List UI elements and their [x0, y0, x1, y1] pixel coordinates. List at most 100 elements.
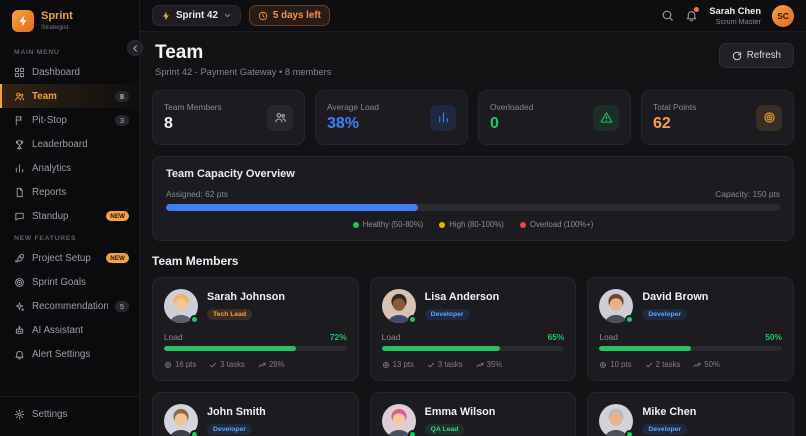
standup-new-badge: NEW	[106, 211, 129, 221]
member-card-emma-wilson[interactable]: Emma Wilson QA Lead Load 40%	[369, 392, 577, 436]
capacity-title: Team Capacity Overview	[166, 168, 295, 180]
sidebar-section-main: MAIN MENU	[14, 49, 60, 56]
refresh-button[interactable]: Refresh	[718, 43, 794, 68]
clock-icon	[258, 11, 268, 20]
days-left-label: 5 days left	[272, 10, 321, 21]
member-points: 10 pts	[599, 360, 632, 369]
pit-stop-count-badge: 3	[114, 114, 129, 126]
bell-icon	[687, 11, 697, 22]
member-card-lisa-anderson[interactable]: Lisa Anderson Developer Load 65% 13 pts	[369, 277, 577, 381]
rocket-icon	[15, 253, 24, 262]
topbar: Sprint 42 5 days left Sarah Chen Scrum M…	[140, 0, 806, 32]
document-icon	[16, 187, 23, 197]
sidebar-item-label: Reports	[32, 186, 67, 198]
refresh-icon	[732, 51, 741, 60]
sidebar-item-label: Project Setup	[32, 252, 91, 264]
user-info: Sarah Chen Scrum Master	[709, 6, 761, 26]
sidebar-item-alert-settings[interactable]: Alert Settings	[0, 342, 139, 366]
bolt-logo-icon	[12, 10, 34, 32]
sidebar-item-dashboard[interactable]: Dashboard	[0, 60, 139, 84]
back-button[interactable]	[127, 40, 143, 56]
sidebar-item-pit-stop[interactable]: Pit-Stop 3	[0, 108, 139, 132]
check-icon	[427, 362, 435, 367]
legend-overload: Overload (100%+)	[519, 220, 594, 229]
member-name: Sarah Johnson	[207, 291, 285, 303]
member-tasks: 3 tasks	[427, 360, 463, 369]
bell-icon	[15, 350, 24, 359]
user-name: Sarah Chen	[709, 5, 761, 16]
page-title: Team	[155, 42, 204, 63]
legend-label: Overload (100%+)	[529, 220, 594, 229]
stat-label: Overloaded	[490, 102, 534, 112]
notifications-button[interactable]	[685, 7, 700, 22]
brand-subtitle: Strategist	[41, 24, 69, 31]
sidebar-item-reports[interactable]: Reports	[0, 180, 139, 204]
page-header: Team Sprint 42 - Payment Gateway • 8 mem…	[152, 43, 331, 77]
sidebar-item-label: Recommendations	[32, 300, 108, 312]
users-icon	[267, 104, 293, 131]
member-card-sarah-johnson[interactable]: Sarah Johnson Tech Lead Load 72% 16 pts	[152, 277, 359, 381]
bar-chart-icon	[430, 104, 456, 131]
trend-up-icon	[258, 362, 266, 367]
target-icon	[15, 277, 24, 287]
member-name: Mike Chen	[642, 406, 697, 418]
member-name: John Smith	[207, 406, 266, 418]
sprint-selector[interactable]: Sprint 42	[152, 5, 241, 26]
overload-dot	[519, 221, 526, 228]
sidebar-item-standup[interactable]: Standup NEW	[0, 204, 139, 228]
sidebar-item-label: AI Assistant	[32, 324, 84, 336]
member-name: David Brown	[642, 291, 709, 303]
brand-logo[interactable]: Sprint Strategist	[0, 8, 139, 42]
gear-icon	[14, 409, 25, 419]
members-grid: Sarah Johnson Tech Lead Load 72% 16 pts	[152, 277, 794, 436]
online-status-dot	[190, 430, 199, 436]
load-progressbar	[381, 346, 565, 351]
member-card-mike-chen[interactable]: Mike Chen Developer Load 35%	[587, 392, 794, 436]
member-card-john-smith[interactable]: John Smith Developer Load 40%	[152, 392, 359, 436]
healthy-dot	[352, 221, 359, 228]
chevron-down-icon	[224, 13, 231, 18]
stat-label: Team Members	[164, 102, 222, 112]
sprint-selector-label: Sprint 42	[176, 10, 218, 21]
notification-dot	[694, 7, 700, 12]
member-trend: 35%	[476, 360, 502, 369]
load-percent: 50%	[765, 332, 782, 342]
member-card-david-brown[interactable]: David Brown Developer Load 50% 10 pts	[587, 277, 794, 381]
search-button[interactable]	[661, 9, 674, 22]
load-percent: 65%	[547, 332, 565, 342]
member-role-badge: Developer	[642, 309, 688, 320]
sidebar-item-sprint-goals[interactable]: Sprint Goals	[0, 270, 139, 294]
sidebar-item-label: Standup	[32, 210, 69, 222]
recommendations-count-badge: 5	[114, 300, 129, 312]
sidebar-item-ai-assistant[interactable]: AI Assistant	[0, 318, 139, 342]
member-tasks: 3 tasks	[209, 360, 245, 369]
stat-value: 38%	[327, 115, 360, 132]
sidebar-item-label: Team	[32, 90, 57, 102]
capacity-progressbar	[166, 204, 780, 211]
check-icon	[645, 362, 652, 367]
user-avatar[interactable]: SC	[772, 4, 794, 27]
sparkle-icon	[15, 301, 25, 311]
sidebar-item-analytics[interactable]: Analytics	[0, 156, 139, 180]
capacity-card: Team Capacity Overview Assigned: 62 pts …	[152, 156, 794, 241]
online-status-dot	[625, 430, 635, 436]
member-points: 13 pts	[382, 360, 414, 369]
sidebar-item-label: Dashboard	[32, 66, 80, 78]
sidebar-item-settings[interactable]: Settings	[0, 402, 139, 426]
member-role-badge: Developer	[424, 309, 470, 320]
stat-value: 8	[164, 115, 173, 132]
load-progressbar	[164, 346, 347, 351]
sidebar-item-project-setup[interactable]: Project Setup NEW	[0, 246, 139, 270]
stat-label: Average Load	[327, 102, 379, 112]
grid-icon	[14, 67, 25, 77]
sidebar-item-leaderboard[interactable]: Leaderboard	[0, 132, 139, 156]
avatar	[164, 289, 199, 324]
sidebar-item-team[interactable]: Team 8	[0, 84, 139, 108]
user-role: Scrum Master	[715, 16, 761, 26]
team-members-heading: Team Members	[152, 254, 239, 268]
main-content: Team Sprint 42 - Payment Gateway • 8 mem…	[140, 32, 806, 436]
avatar	[381, 404, 417, 436]
sidebar: Sprint Strategist MAIN MENU Dashboard Te…	[0, 0, 140, 436]
sidebar-item-recommendations[interactable]: Recommendations 5	[0, 294, 139, 318]
